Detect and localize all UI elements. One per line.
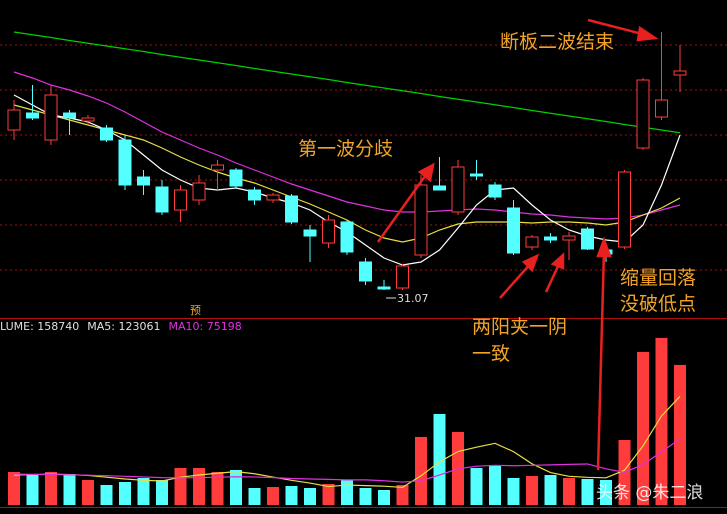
volume-bar [600,479,612,505]
candle-body [525,236,539,248]
volume-bar [211,471,224,505]
volume-bar [655,337,668,505]
volume-legend: MA5: 123061 [87,320,160,333]
volume-bar [396,484,409,505]
volume-bar [415,436,427,505]
candle-body [488,184,502,198]
arrow-head [596,236,612,258]
volume-bar [137,477,150,505]
volume-bar [82,479,94,505]
candle-body [451,166,465,213]
watermark: 头条 @朱二浪 [596,483,703,503]
candle-body [155,186,169,213]
volume-bar [63,473,76,505]
candle-body [433,185,446,191]
candle-body [137,176,150,186]
candle-body [655,99,668,118]
candle-body [636,79,650,149]
low-label: 31.07 [397,292,429,305]
annotation: 两阳夹一阴 [472,316,567,338]
arrow-head [417,162,435,183]
candle-body [248,189,261,201]
volume-bar [285,485,298,505]
candle-body [581,228,594,250]
moving-average [13,71,681,220]
volume-bar [544,474,557,505]
volume-bar [322,483,335,505]
annotation: 第一波分歧 [298,138,393,160]
candle-body [322,219,335,244]
volume-bar [433,413,446,505]
candle-body [211,164,224,171]
candle-body [229,169,243,187]
volume-bar [100,484,113,505]
volume-bar [267,486,279,505]
candle-body [507,207,520,254]
candle-body [618,171,631,248]
volume-bar [45,472,57,505]
arrow [499,261,533,299]
candle-body [26,112,39,119]
volume-bar [248,487,261,505]
volume-bar [563,477,575,505]
volume-legend: LUME: 158740 [0,320,79,333]
candle-body [470,173,483,177]
volume-bar [359,487,372,505]
volume-bar [8,472,20,505]
candle-body [562,235,576,241]
moving-average [13,438,681,483]
moving-average [13,396,681,489]
candle-body [673,70,687,76]
volume-bar [230,469,242,505]
candle-body [359,261,372,282]
moving-average [13,31,681,134]
volume-bar [526,475,538,505]
volume-bar [581,478,594,505]
candle-body [118,139,132,186]
annotation: 断板二波结束 [500,31,614,53]
candle-body [340,221,354,253]
volume-bar [470,467,483,505]
marker: 预 [190,304,201,317]
volume-bar [193,467,205,505]
volume-bar [174,467,187,505]
candle-body [285,195,298,223]
arrows [376,18,659,471]
candle-body [266,194,280,201]
arrow-head [550,252,565,270]
volume-bar [378,489,390,505]
volume-bar [26,475,39,505]
arrow [596,249,606,471]
arrow [376,171,430,243]
candle-body [192,182,206,201]
annotation: 没破低点 [620,293,696,315]
volume-bar [507,477,520,505]
candle-body [63,112,76,119]
candle-body [396,265,409,289]
volume-bar [119,481,131,505]
candle-body [100,127,113,141]
volume-bar [489,465,501,505]
volume-bar [304,487,316,505]
volume-bar [341,479,353,505]
annotation: 一致 [472,343,510,365]
candle-body [377,286,391,290]
volume-bar [156,479,168,505]
candle-body [81,117,95,122]
candle-body [414,184,428,256]
candle-body [44,94,58,141]
arrow-head [521,253,540,273]
plot-area: 31.07 [7,31,687,505]
annotation: 缩量回落 [620,267,696,289]
candle-body [303,229,317,237]
arrow-head [636,25,659,42]
candle-body [7,109,21,131]
volume-legend: MA10: 75198 [169,320,242,333]
volume-bar [637,351,649,505]
candle-body [544,236,557,241]
candle-body [174,189,187,211]
